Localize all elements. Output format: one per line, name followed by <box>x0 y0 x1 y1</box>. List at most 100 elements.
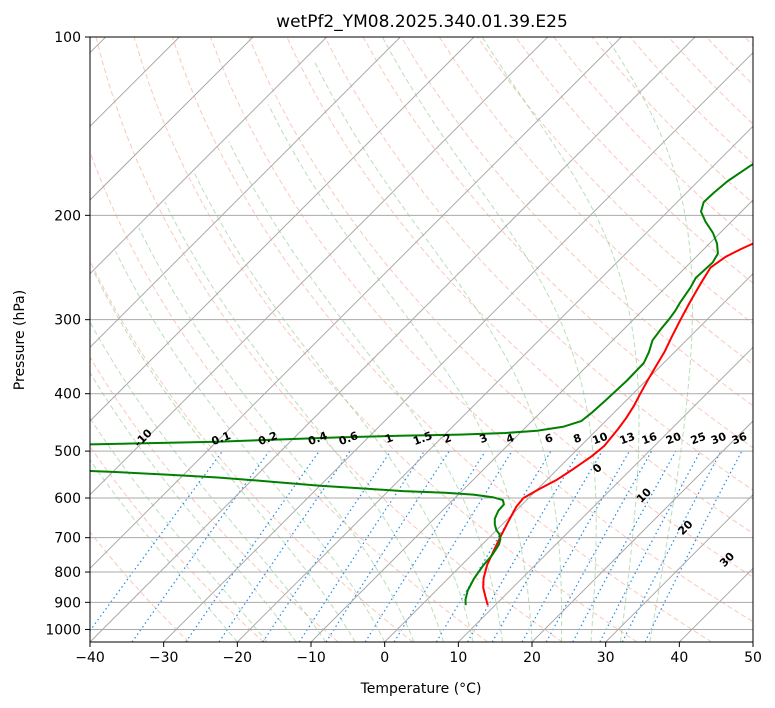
dry-adiabat-line <box>133 37 638 642</box>
moist-adiabat-line <box>90 417 268 642</box>
mixing-ratio-label: 0.6 <box>337 429 360 448</box>
dry-adiabat-line <box>362 37 753 449</box>
mixing-ratio-label: 1.5 <box>411 429 434 448</box>
mixing-ratio-line <box>298 450 425 642</box>
x-tick-label: 10 <box>449 650 467 666</box>
y-tick-label: 900 <box>54 595 81 611</box>
y-tick-label: 700 <box>54 531 81 547</box>
dry-adiabat-line <box>210 37 753 623</box>
dry-adiabat-line <box>248 37 753 578</box>
moist-adiabat-line <box>90 459 238 642</box>
x-tick-label: 0 <box>380 650 389 666</box>
mixing-ratio-label: 3 <box>478 431 490 446</box>
isotherm-line <box>90 37 328 275</box>
mixing-ratio-label: 10 <box>591 430 610 448</box>
dry-adiabat-line <box>744 37 753 47</box>
y-tick-label: 100 <box>54 30 81 46</box>
dry-adiabat-line <box>438 37 753 366</box>
mixing-ratio-label: 1 <box>383 431 395 446</box>
mixing-ratio-line <box>545 450 653 642</box>
dry-adiabat-line <box>515 37 753 284</box>
dry-adiabat-line <box>90 531 190 642</box>
y-tick-label: 600 <box>54 491 81 507</box>
x-axis: −40 −30 −20 −10 0 10 20 30 40 50 <box>75 642 762 666</box>
mixing-ratio-line <box>262 450 392 642</box>
plot-frame <box>89 36 754 643</box>
x-tick-label: 20 <box>523 650 541 666</box>
moist-adiabat-line <box>115 251 386 642</box>
moist-adiabat-label: 30 <box>717 549 737 569</box>
isotherm-line <box>531 420 753 642</box>
mixing-ratio-line <box>466 450 580 642</box>
dry-adiabat-line <box>668 37 753 125</box>
mixing-ratio-label: 0.1 <box>210 429 233 448</box>
moist-adiabat-label: 0 <box>590 461 605 476</box>
isotherm-line <box>457 346 753 642</box>
mixing-ratio-lines <box>90 450 743 642</box>
dry-adiabat-line <box>706 37 753 86</box>
moist-adiabat-line <box>194 173 474 642</box>
sounding-series <box>90 163 753 606</box>
y-axis: 1000 900 800 700 600 500 400 300 200 100 <box>45 30 90 638</box>
adiabat-lines <box>90 37 753 642</box>
y-tick-label: 200 <box>54 208 81 224</box>
mixing-ratio-line <box>435 450 552 642</box>
x-axis-label: Temperature (°C) <box>360 681 482 697</box>
mixing-ratio-line <box>644 450 743 642</box>
mixing-ratio-label: 6 <box>543 431 555 446</box>
isotherm-lines <box>90 37 753 642</box>
y-tick-label: 300 <box>54 313 81 329</box>
dewpoint-profile-line <box>90 163 753 606</box>
mixing-ratio-line <box>218 450 351 642</box>
moist-adiabat-line <box>90 321 327 642</box>
dry-adiabat-label: -10 <box>132 426 155 449</box>
mixing-ratio-line <box>185 450 320 642</box>
dry-adiabat-line <box>90 150 488 642</box>
y-axis-label: Pressure (hPa) <box>12 290 28 390</box>
dry-adiabat-line <box>324 37 753 491</box>
isotherm-line <box>90 37 696 642</box>
isobar-lines <box>90 37 753 630</box>
dry-adiabat-line <box>400 37 753 407</box>
mixing-ratio-label: 4 <box>504 431 516 446</box>
temperature-profile-line <box>482 242 753 606</box>
isotherm-line <box>90 37 549 496</box>
mixing-ratio-label: 8 <box>572 431 584 446</box>
mixing-ratio-label: 30 <box>709 430 728 448</box>
y-tick-label: 800 <box>54 565 81 581</box>
mixing-ratio-line <box>599 450 702 642</box>
y-tick-label: 500 <box>54 444 81 460</box>
x-tick-label: 50 <box>744 650 762 666</box>
dry-adiabat-line <box>171 37 712 642</box>
plot-area: -100-90-80-70-60-50-40-30-20-100.10.20.4… <box>90 37 775 642</box>
x-tick-label: 30 <box>597 650 615 666</box>
isotherm-line <box>752 641 753 642</box>
moist-adiabat-line <box>164 201 445 642</box>
x-tick-label: −40 <box>75 650 105 666</box>
mixing-ratio-line <box>393 450 513 642</box>
mixing-ratio-line <box>325 450 450 642</box>
mixing-ratio-label: 2 <box>442 431 454 446</box>
mixing-ratio-label: 25 <box>689 430 708 447</box>
x-tick-label: 40 <box>670 650 688 666</box>
x-tick-label: −10 <box>296 650 326 666</box>
mixing-ratio-label: 13 <box>618 430 637 447</box>
y-tick-label: 400 <box>54 387 81 403</box>
isotherm-line <box>90 37 622 570</box>
y-tick-label: 1000 <box>45 622 81 638</box>
moist-adiabat-line <box>93 272 356 642</box>
x-tick-label: −30 <box>149 650 179 666</box>
mixing-ratio-label: 0.4 <box>306 429 329 448</box>
isotherm-line <box>163 51 753 642</box>
isotherm-line <box>90 37 401 349</box>
isotherm-line <box>90 37 254 201</box>
moist-adiabat-label: 40 <box>759 581 775 601</box>
dry-adiabat-line <box>90 356 339 642</box>
moist-adiabat-line <box>138 227 415 642</box>
mixing-ratio-line <box>90 450 223 632</box>
moist-adiabat-line <box>314 61 563 642</box>
moist-adiabat-label: 20 <box>675 517 695 537</box>
mixing-ratio-label: 0.2 <box>256 429 279 448</box>
dry-adiabat-line <box>90 445 264 642</box>
